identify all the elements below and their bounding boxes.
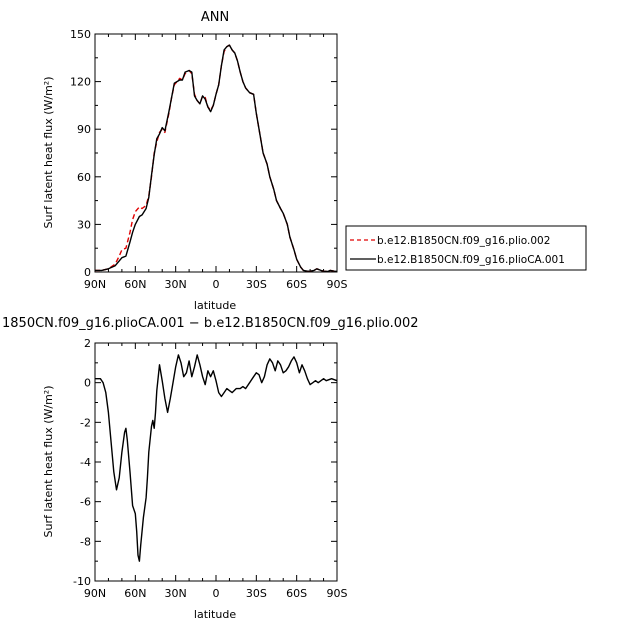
top-y-tick-label: 150 [70,28,91,41]
bottom-y-tick-label: -6 [80,496,91,509]
bottom-y-axis-label: Surf latent heat flux (W/m²) [42,386,55,538]
top-x-axis-label: latitude [194,299,236,312]
top-chart-title: ANN [201,10,229,25]
bottom-panel: 1850CN.f09_g16.plioCA.001 − b.e12.B1850C… [2,316,419,621]
bottom-y-tick-label: -10 [73,575,91,588]
legend-label-plio-002: b.e12.B1850CN.f09_g16.plio.002 [377,235,550,247]
top-series-line-1 [95,44,338,273]
top-y-tick-label: 0 [84,266,91,279]
top-x-tick-label: 30N [165,278,187,291]
top-y-tick-label: 60 [77,171,91,184]
bottom-x-tick-label: 60N [124,587,146,600]
bottom-y-tick-label: 0 [84,377,91,390]
top-y-tick-label: 30 [77,218,91,231]
top-x-tick-label: 90N [84,278,106,291]
top-y-tick-label: 90 [77,123,91,136]
top-x-tick-label: 30S [246,278,267,291]
bottom-y-tick-label: 2 [84,337,91,350]
top-x-tick-label: 0 [213,278,220,291]
bottom-y-tick-label: -2 [80,416,91,429]
bottom-x-tick-label: 0 [213,587,220,600]
bottom-plot-area: 90N 60N 30N 0 30S 60S 90S -10 -8 -6 -4 -2 0 2 [73,337,347,600]
top-x-tick-label: 60S [286,278,307,291]
bottom-y-tick-label: -4 [80,456,91,469]
bottom-x-axis-label: latitude [194,608,236,621]
legend-box [345,225,587,271]
bottom-x-tick-label: 60S [286,587,307,600]
top-plot-area: 90N 60N 30N 0 30S 60S 90S 0 30 60 90 120 150 [70,28,348,291]
bottom-y-tick-label: -8 [80,535,91,548]
top-x-tick-label: 90S [327,278,348,291]
legend: b.e12.B1850CN.f09_g16.plio.002 b.e12.B18… [345,225,587,271]
bottom-x-tick-label: 90S [327,587,348,600]
legend-label-plioca-001: b.e12.B1850CN.f09_g16.plioCA.001 [377,254,565,266]
top-y-tick-label: 120 [70,76,91,89]
bottom-x-tick-label: 90N [84,587,106,600]
top-panel: ANN Surf latent heat flux (W/m²) latitud… [42,10,348,312]
top-y-axis-label: Surf latent heat flux (W/m²) [42,77,55,229]
bottom-chart-title: 1850CN.f09_g16.plioCA.001 − b.e12.B1850C… [2,316,419,331]
top-x-tick-label: 60N [124,278,146,291]
bottom-x-tick-label: 30S [246,587,267,600]
bottom-series-line-0 [95,354,338,562]
bottom-x-tick-label: 30N [165,587,187,600]
